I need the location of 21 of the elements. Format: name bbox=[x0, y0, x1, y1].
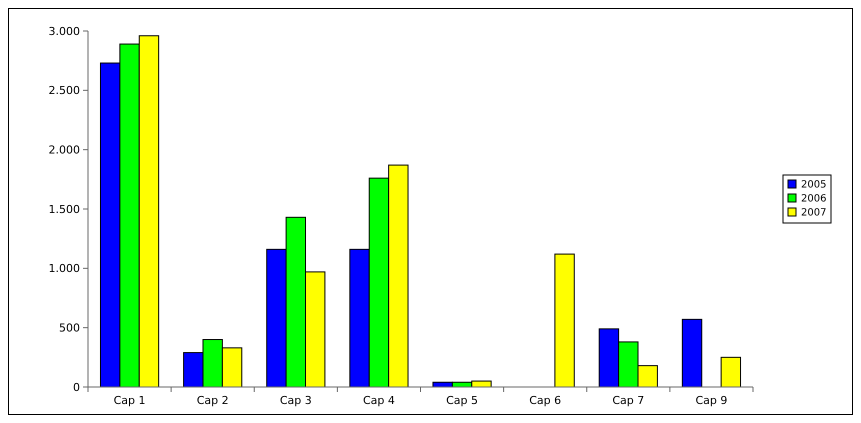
x-tick-label: Cap 2 bbox=[196, 394, 229, 407]
x-tick-label: Cap 3 bbox=[280, 394, 312, 407]
legend-label: 2007 bbox=[801, 208, 826, 218]
bar bbox=[720, 356, 742, 388]
y-tick-label: 3.000 bbox=[48, 24, 80, 38]
legend-label: 2006 bbox=[801, 194, 826, 204]
x-tick-label: Cap 7 bbox=[612, 394, 644, 407]
bar bbox=[554, 254, 575, 388]
y-tick-label: 2.000 bbox=[48, 144, 80, 157]
y-tick-label: 0 bbox=[73, 380, 80, 394]
legend-label: 2005 bbox=[801, 180, 826, 190]
bar bbox=[682, 318, 702, 388]
y-tick-label: 500 bbox=[59, 322, 80, 335]
y-tick-label: 1.000 bbox=[48, 262, 80, 276]
x-tick-label: Cap 1 bbox=[114, 394, 146, 407]
x-tick-label: Cap 6 bbox=[529, 394, 562, 407]
x-tick-label: Cap 5 bbox=[446, 394, 478, 407]
y-tick-label: 2.500 bbox=[48, 84, 80, 98]
x-tick-label: Cap 9 bbox=[695, 394, 728, 407]
x-tick-label: Cap 4 bbox=[362, 394, 395, 407]
y-tick-label: 1.500 bbox=[48, 202, 80, 216]
